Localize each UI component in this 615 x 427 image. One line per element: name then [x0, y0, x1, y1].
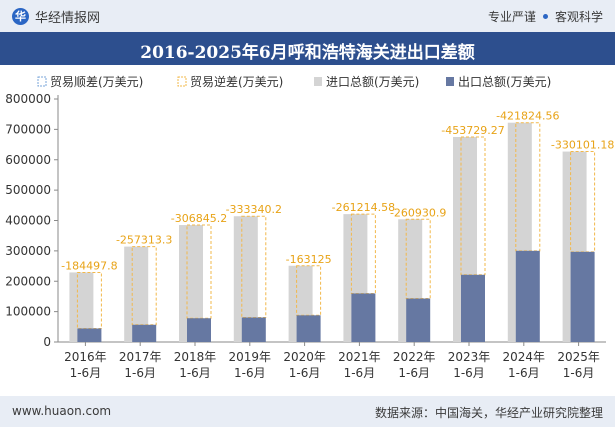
- x-tick-label: 2022年: [393, 350, 436, 364]
- deficit-data-label: -257313.3: [116, 234, 172, 247]
- deficit-data-label: -260930.9: [390, 206, 446, 219]
- chart-area: 贸易顺差(万美元) 贸易逆差(万美元) 进口总额(万美元) 出口总额(万美元) 0 100…: [5, 74, 614, 380]
- y-tick-label: 400000: [5, 214, 51, 228]
- deficit-bracket: [296, 265, 322, 316]
- x-tick-label: 2020年: [283, 350, 326, 364]
- legend-swatch-import: [314, 77, 322, 86]
- legend-swatch-export: [446, 77, 454, 86]
- x-tick-label: 1-6月: [70, 366, 102, 380]
- x-tick-label: 2025年: [557, 350, 600, 364]
- tagline: 专业严谨 客观科学: [488, 8, 603, 25]
- title-bar: 2016-2025年6月呼和浩特海关进出口差额: [0, 32, 615, 65]
- logo-icon: 华: [12, 8, 29, 25]
- deficit-bracket: [515, 122, 541, 252]
- tagline-text-2: 客观科学: [554, 10, 603, 24]
- deficit-data-label: -421824.56: [496, 110, 559, 123]
- x-tick-label: 2016年: [64, 350, 107, 364]
- y-tick-label: 500000: [5, 183, 51, 197]
- x-tick-label: 1-6月: [563, 366, 595, 380]
- footer: www.huaon.com 数据来源：中国海关，华经产业研究院整理: [0, 396, 615, 427]
- deficit-data-label: -453729.27: [441, 124, 504, 137]
- legend-swatch-deficit: [177, 76, 187, 87]
- deficit-data-label: -306845.2: [171, 212, 227, 225]
- export-bar: [461, 274, 485, 342]
- deficit-bracket: [131, 246, 157, 326]
- deficit-bracket: [241, 215, 267, 318]
- export-bar: [296, 315, 321, 342]
- legend-label-surplus: 贸易顺差(万美元): [50, 75, 143, 89]
- export-bar: [187, 318, 211, 342]
- y-tick-label: 800000: [5, 92, 51, 106]
- x-tick-label: 1-6月: [124, 366, 156, 380]
- y-tick-label: 200000: [5, 274, 51, 288]
- y-tick-label: 600000: [5, 153, 51, 167]
- legend-label-import: 进口总额(万美元): [326, 75, 419, 89]
- import-bar: [233, 216, 258, 342]
- separator-dot-icon: [542, 14, 548, 19]
- deficit-data-label: -163125: [286, 253, 332, 266]
- x-tick-label: 1-6月: [508, 366, 540, 380]
- x-tick-label: 2024年: [503, 350, 546, 364]
- x-tick-label: 1-6月: [234, 366, 266, 380]
- x-tick-label: 2021年: [338, 350, 381, 364]
- brand[interactable]: 华 华经情报网: [12, 7, 100, 26]
- export-bar: [132, 324, 157, 342]
- x-tick-label: 2018年: [174, 350, 217, 364]
- chart-title: 2016-2025年6月呼和浩特海关进出口差额: [140, 43, 475, 63]
- x-tick-label: 2019年: [229, 350, 272, 364]
- export-bar: [515, 250, 540, 342]
- x-tick-label: 1-6月: [344, 366, 376, 380]
- legend-swatch-surplus: [37, 76, 47, 87]
- export-bar: [241, 317, 266, 342]
- legend-label-export: 出口总额(万美元): [458, 75, 551, 89]
- x-tick-label: 1-6月: [289, 366, 321, 380]
- export-bar: [570, 251, 595, 342]
- x-tick-label: 1-6月: [179, 366, 211, 380]
- y-tick-label: 300000: [5, 244, 51, 258]
- deficit-data-label: -333340.2: [226, 203, 282, 216]
- y-tick-label: 100000: [5, 305, 51, 319]
- deficit-data-label: -184497.8: [61, 259, 117, 272]
- deficit-data-label: -261214.58: [332, 201, 395, 214]
- export-bar: [406, 298, 431, 342]
- brand-name: 华经情报网: [35, 11, 101, 26]
- footer-source: 数据来源：中国海关，华经产业研究院整理: [374, 406, 603, 420]
- x-tick-label: 1-6月: [453, 366, 485, 380]
- deficit-bracket: [460, 136, 486, 276]
- y-tick-label: 0: [43, 335, 51, 349]
- tagline-text-1: 专业严谨: [487, 10, 536, 24]
- deficit-bracket: [186, 224, 212, 319]
- top-bar: 华 华经情报网 专业严谨 客观科学: [0, 0, 615, 32]
- y-tick-label: 700000: [5, 122, 51, 136]
- export-bar: [77, 328, 102, 342]
- x-tick-label: 2023年: [448, 350, 491, 364]
- deficit-data-label: -330101.18: [551, 139, 614, 152]
- footer-url[interactable]: www.huaon.com: [12, 404, 112, 418]
- x-tick-label: 1-6月: [398, 366, 430, 380]
- export-bar: [351, 293, 376, 342]
- x-tick-label: 2017年: [119, 350, 162, 364]
- legend-label-deficit: 贸易逆差(万美元): [190, 74, 283, 89]
